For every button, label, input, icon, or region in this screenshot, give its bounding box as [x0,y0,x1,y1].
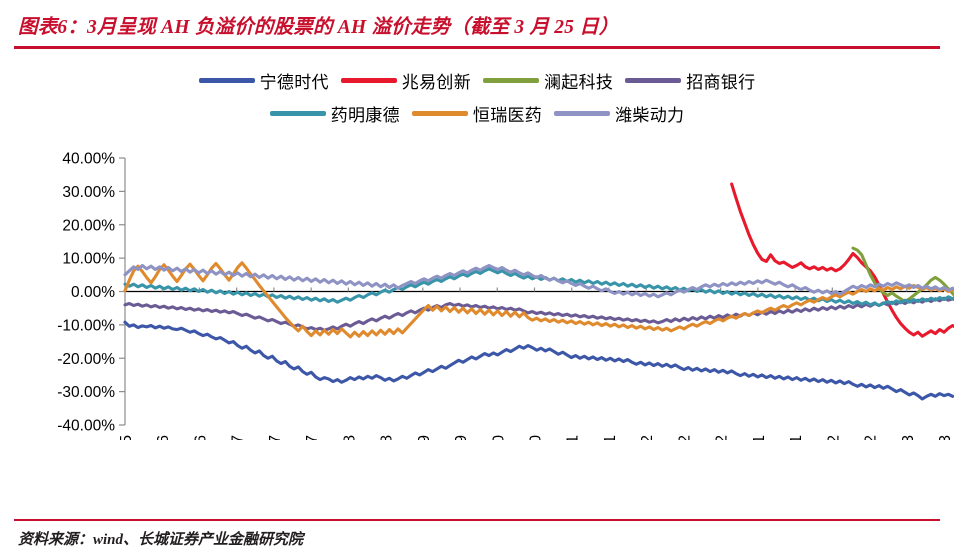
legend-swatch-icon [340,78,397,83]
y-tick-label: 30.00% [62,184,115,201]
legend-swatch-icon [269,111,326,116]
legend-item-潍柴动力[interactable]: 潍柴动力 [554,101,684,126]
y-tick-label: -30.00% [57,384,115,401]
x-tick-label: 2025-12 [676,435,693,440]
x-tick-label: 2026-01 [788,435,805,440]
x-tick-label: 2025-10 [490,435,507,440]
legend-item-宁德时代[interactable]: 宁德时代 [198,68,329,93]
chart-legend: 宁德时代 兆易创新 澜起科技 招商银行药明康德 恒瑞医药 潍柴动力 [0,68,954,126]
series-line-招商银行 [123,296,954,332]
series-line-潍柴动力 [123,263,954,299]
legend-swatch-icon [625,78,682,83]
x-tick-label: 2025-05 [118,435,135,440]
source-note: 资料来源：wind、长城证券产业金融研究院 [18,532,304,548]
y-tick-label: -10.00% [57,317,115,334]
x-tick-label: 2025-11 [602,435,619,440]
legend-label: 宁德时代 [259,73,329,92]
chart-plot-area: 40.00% 30.00% 20.00% 10.00% 0.00% -10.00% -20.… [0,140,954,440]
x-tick-label: 2025-07 [267,435,284,440]
page-title: 图表6：3月呈现 AH 负溢价的股票的 AH 溢价走势（截至 3 月 25 日） [18,17,619,38]
x-tick-label: 2026-03 [937,435,954,440]
legend-label: 澜起科技 [544,73,614,92]
line-chart-svg: 40.00% 30.00% 20.00% 10.00% 0.00% -10.00% -20.… [57,151,954,440]
legend-swatch-icon [198,78,255,83]
x-tick-label: 2025-10 [528,435,545,440]
legend-label: 招商银行 [686,73,756,92]
legend-swatch-icon [554,111,611,116]
legend-label: 兆易创新 [401,73,471,92]
y-tick-label: 20.00% [62,217,115,234]
footer-divider [14,519,940,522]
x-tick-label: 2025-07 [230,435,247,440]
y-tick-label: -40.00% [57,418,115,435]
x-tick-label: 2025-12 [639,435,656,440]
x-tick-label: 2025-12 [714,435,731,440]
legend-item-恒瑞医药[interactable]: 恒瑞医药 [411,101,543,126]
legend-label: 潍柴动力 [615,106,685,125]
x-tick-label: 2026-03 [900,435,917,440]
x-tick-label: 2025-06 [155,435,172,440]
x-tick-label: 2025-06 [192,435,209,440]
x-tick-label: 2025-08 [341,435,358,440]
x-tick-label: 2025-09 [416,435,433,440]
legend-swatch-icon [411,111,468,116]
header-divider [14,46,940,49]
x-tick-label: 2026-02 [863,435,880,440]
legend-row-2: 药明康德 恒瑞医药 潍柴动力 [264,101,691,126]
x-tick-label: 2025-08 [379,435,396,440]
y-tick-label: -20.00% [57,351,115,368]
legend-swatch-icon [483,78,539,83]
x-tick-label: 2025-11 [565,435,582,440]
series-line-兆易创新 [730,182,954,338]
y-tick-label: 0.00% [71,284,115,301]
x-tick-label: 2026-02 [825,435,842,440]
y-tick-label: 40.00% [62,151,115,168]
x-tick-label: 2025-07 [304,435,321,440]
x-tick-label: 2026-01 [751,435,768,440]
legend-item-招商银行[interactable]: 招商银行 [625,68,755,93]
series-line-宁德时代 [123,320,954,401]
legend-label: 药明康德 [330,106,400,125]
legend-item-药明康德[interactable]: 药明康德 [269,101,400,126]
legend-row-1: 宁德时代 兆易创新 澜起科技 招商银行 [193,68,762,93]
y-tick-label: 10.00% [62,251,115,268]
legend-item-澜起科技[interactable]: 澜起科技 [483,68,613,93]
series-line-恒瑞医药 [123,261,954,339]
legend-item-兆易创新[interactable]: 兆易创新 [340,68,471,93]
legend-label: 恒瑞医药 [472,106,543,125]
x-tick-label: 2025-09 [453,435,470,440]
